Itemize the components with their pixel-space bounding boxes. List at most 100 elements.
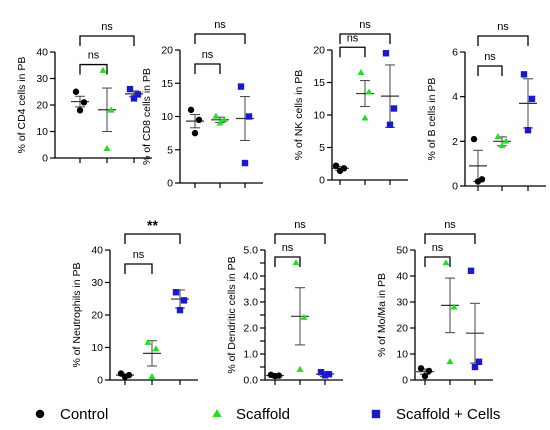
y-tick-label: 10 (161, 111, 173, 123)
y-tick-label: 0 (319, 175, 325, 187)
data-point (103, 144, 111, 152)
data-point (382, 50, 390, 57)
data-point (361, 114, 369, 121)
y-axis-title: % of B cells in PB (426, 78, 438, 161)
data-point (134, 91, 142, 98)
legend-item: Scaffold (212, 406, 290, 423)
y-tick-label: 4.0 (243, 271, 258, 283)
significance-bracket (194, 33, 246, 44)
y-tick-label: 10 (36, 126, 48, 138)
significance-bracket (477, 65, 503, 76)
data-point (245, 113, 253, 120)
data-point (325, 371, 333, 378)
data-point (144, 338, 152, 345)
data-point (76, 107, 84, 114)
data-point (425, 367, 433, 375)
data-point (130, 95, 138, 102)
data-point (176, 306, 184, 314)
significance-label: ns (484, 51, 496, 63)
data-point (524, 126, 532, 134)
y-tick-label: 20 (36, 100, 48, 112)
data-point (470, 135, 478, 143)
significance-bracket (194, 63, 221, 74)
data-point (317, 369, 325, 376)
y-tick-label: 5 (319, 142, 325, 154)
y-tick-label: 0.0 (243, 375, 258, 387)
data-point (237, 83, 245, 90)
y-tick-label: 20 (313, 45, 325, 57)
data-point (241, 159, 249, 167)
data-point (498, 142, 506, 149)
significance-label: ns (347, 32, 359, 44)
significance-label: ** (147, 217, 158, 233)
legend: Control Scaffold Scaffold + Cells (35, 406, 500, 423)
data-point (126, 85, 134, 93)
y-tick-label: 0 (97, 375, 103, 387)
y-tick-label: 4 (452, 91, 458, 103)
significance-label: ns (282, 242, 294, 254)
data-point (421, 372, 429, 380)
data-point (417, 365, 425, 372)
y-axis-title: % of Neutrophils in PB (71, 262, 83, 367)
y-tick-label: 5.0 (243, 245, 258, 257)
data-point (72, 88, 80, 95)
data-point (494, 133, 502, 140)
data-point (212, 112, 220, 119)
significance-bracket (477, 35, 529, 46)
data-point (446, 358, 454, 365)
y-tick-label: 2 (452, 136, 458, 148)
data-point (467, 267, 475, 274)
y-axis-title: % of CD8 cells in PB (141, 68, 153, 165)
significance-label: ns (359, 19, 371, 31)
data-point (442, 259, 450, 266)
data-point (474, 178, 482, 185)
y-tick-label: 20 (161, 45, 173, 57)
significance-label: ns (101, 21, 113, 33)
y-axis-title: % of Dendritic cells in PB (226, 256, 238, 373)
data-point (152, 345, 160, 352)
y-tick-label: 20 (91, 310, 103, 322)
significance-bracket (79, 63, 108, 75)
legend-square-icon (371, 409, 381, 419)
significance-label: ns (444, 219, 456, 231)
significance-label: ns (202, 49, 214, 61)
data-point (321, 372, 329, 379)
data-point (357, 68, 365, 76)
y-tick-label: 0 (402, 375, 408, 387)
y-tick-label: 20 (396, 323, 408, 335)
y-tick-label: 40 (36, 47, 48, 59)
y-tick-label: 15 (161, 78, 173, 90)
data-point (99, 66, 107, 73)
significance-label: ns (133, 249, 145, 261)
data-point (450, 303, 458, 310)
data-point (191, 129, 199, 137)
data-point (528, 95, 536, 103)
y-tick-label: 2.0 (243, 323, 258, 335)
y-axis-title: % of Mo/Ma in PB (376, 273, 388, 357)
data-point (502, 137, 510, 144)
data-point (195, 116, 203, 124)
data-point (187, 106, 195, 114)
significance-bracket (274, 256, 301, 267)
data-point (336, 167, 344, 175)
chart-panel-6: 0.0 1.0 2.0 3.0 4.0 5.0 % of Dendritic cells i… (226, 219, 343, 387)
y-tick-label: 10 (396, 349, 408, 361)
chart-panel-2: 0 5 10 15 20 % of CD8 cells in PB ns ns (141, 19, 263, 190)
y-tick-label: 30 (36, 73, 48, 85)
data-point (107, 106, 115, 113)
significance-label: ns (432, 242, 444, 254)
chart-panel-4: 0 2 4 6 % of B cells in PB ns ns (426, 21, 546, 193)
data-point (475, 358, 483, 365)
legend-label: Control (60, 406, 108, 423)
data-point (300, 313, 308, 320)
significance-bracket (274, 233, 326, 244)
y-axis-title: % of NK cells in PB (293, 70, 305, 160)
y-tick-label: 6 (452, 47, 458, 59)
data-point (180, 297, 188, 304)
data-point (292, 259, 300, 266)
y-tick-label: 0 (167, 178, 173, 190)
y-tick-label: 50 (396, 245, 408, 257)
y-tick-label: 1.0 (243, 349, 258, 361)
